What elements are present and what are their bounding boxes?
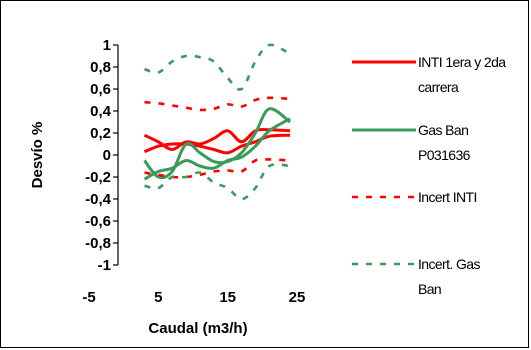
legend: INTI 1era y 2da carrera Gas Ban P031636 Ince… (352, 54, 507, 297)
y-tick-label: -1 (98, 257, 111, 274)
x-tick-label: 25 (289, 289, 306, 306)
legend-label-4: Ban (418, 281, 441, 297)
series-line-2-2 (143, 117, 291, 181)
x-tick-label: 5 (154, 289, 162, 306)
x-tick-label: 15 (219, 289, 236, 306)
y-tick-label: 1 (103, 37, 111, 54)
y-tick-label: -0,2 (85, 169, 111, 186)
series-line-3-1 (144, 96, 291, 112)
series-line-3-2 (144, 157, 291, 179)
legend-label-2: Gas Ban (418, 122, 468, 138)
y-tick-label: 0,2 (90, 125, 111, 142)
series-line-2-1 (143, 107, 292, 180)
y-tick-label: -0,6 (85, 213, 111, 230)
y-tick-label: -0,4 (85, 191, 112, 208)
y-tick-label: 0,8 (90, 59, 111, 76)
legend-label-3: Incert INTI (418, 189, 477, 205)
legend-label-4: Incert. Gas (418, 256, 480, 272)
y-tick-label: 0,4 (90, 103, 112, 120)
y-axis-title: Desvío % (29, 122, 46, 189)
y-tick-label: 0 (103, 147, 111, 164)
axes: 1 0,8 0,6 0,4 0,2 0 -0,2 -0,4 -0,6 -0,8 -1-5 5 15 25 (82, 37, 305, 306)
legend-label-1: INTI 1era y 2da (418, 54, 506, 70)
y-tick-label: -0,8 (85, 235, 111, 252)
x-tick-label: -5 (82, 289, 95, 306)
series-line-4-1 (144, 43, 291, 91)
y-tick-label: 0,6 (90, 81, 111, 98)
series-line-1-1 (143, 128, 291, 151)
legend-label-2: P031636 (418, 147, 471, 163)
series-layer (143, 43, 292, 201)
legend-label-1: carrera (418, 79, 459, 95)
x-axis-title: Caudal (m3/h) (148, 320, 247, 337)
